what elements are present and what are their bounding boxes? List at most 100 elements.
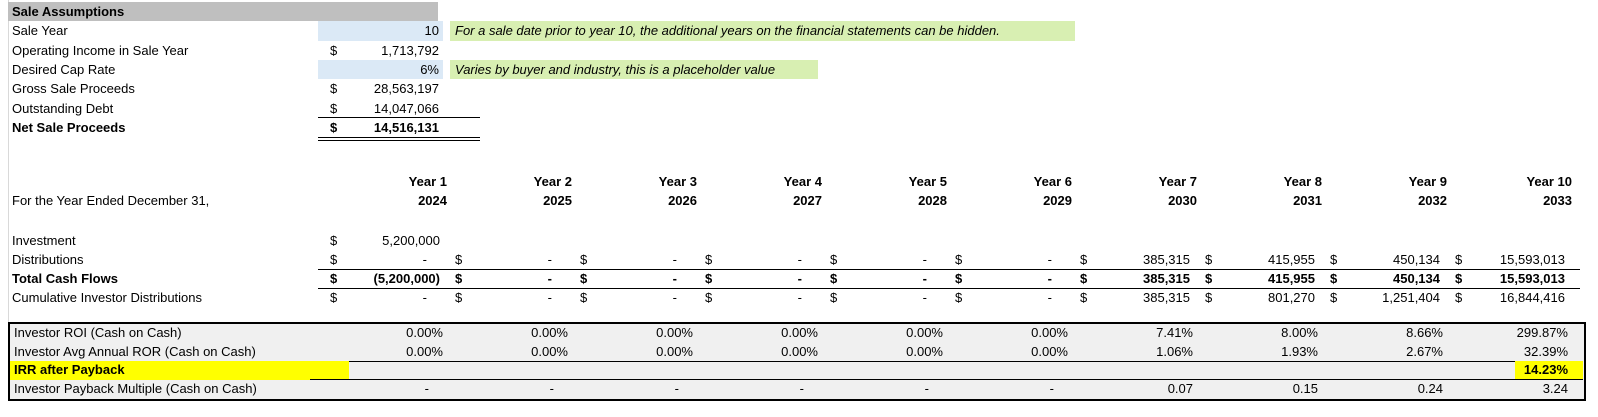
year-header[interactable]: Year 8 (1283, 174, 1322, 189)
year-header[interactable]: Year 7 (1158, 174, 1197, 189)
year-header[interactable]: Year 3 (658, 174, 697, 189)
cashflow-cell[interactable]: $415,955 (1193, 250, 1318, 269)
note-cell[interactable]: For a sale date prior to year 10, the ad… (450, 21, 1075, 41)
cashflow-cell[interactable]: $ - (818, 288, 943, 307)
returns-cell[interactable]: 0.00% (656, 343, 693, 359)
returns-cell[interactable]: 0.00% (531, 343, 568, 359)
returns-cell[interactable]: 0.00% (781, 325, 818, 340)
year-number[interactable]: 2032 (1418, 193, 1447, 208)
returns-cell[interactable]: 8.00% (1281, 325, 1318, 340)
returns-cell[interactable]: 8.66% (1406, 325, 1443, 340)
assumption-value-cell[interactable]: $14,516,131 (318, 118, 443, 137)
year-number[interactable]: 2029 (1043, 193, 1072, 208)
assumption-value-cell[interactable]: $1,713,792 (318, 41, 443, 60)
assumption-row-label[interactable]: Desired Cap Rate (12, 61, 116, 77)
cashflow-cell[interactable]: $ - (443, 250, 568, 269)
cashflow-cell[interactable]: $ - (443, 269, 568, 288)
year-header[interactable]: Year 10 (1526, 174, 1572, 189)
cashflow-cell[interactable]: $15,593,013 (1443, 250, 1568, 269)
assumption-value-cell[interactable]: 6% (318, 59, 443, 80)
cashflow-cell[interactable]: $385,315 (1068, 288, 1193, 307)
cashflow-cell[interactable]: $ - (818, 250, 943, 269)
year-header[interactable]: Year 5 (908, 174, 947, 189)
cashflow-row-label[interactable]: Cumulative Investor Distributions (12, 290, 203, 306)
returns-cell[interactable]: - (1049, 380, 1054, 396)
returns-cell[interactable]: 0.00% (406, 343, 443, 359)
cashflow-cell[interactable]: $ - (693, 269, 818, 288)
cashflow-cell[interactable]: $415,955 (1193, 269, 1318, 288)
cashflow-cell[interactable]: $ - (568, 269, 693, 288)
year-header[interactable]: Year 4 (783, 174, 822, 189)
cashflow-cell[interactable]: $ - (443, 288, 568, 307)
year-header[interactable]: Year 6 (1033, 174, 1072, 189)
returns-cell[interactable]: 0.00% (406, 325, 443, 340)
cashflow-row-label[interactable]: Distributions (12, 251, 84, 267)
returns-cell[interactable]: 0.00% (906, 325, 943, 340)
returns-cell[interactable]: 0.15 (1292, 380, 1318, 396)
returns-cell[interactable]: 0.00% (656, 325, 693, 340)
returns-cell[interactable]: - (424, 380, 429, 396)
returns-cell[interactable]: 14.23% (1523, 362, 1568, 377)
cashflow-cell[interactable]: $ - (943, 288, 1068, 307)
cashflow-cell[interactable]: $5,200,000 (318, 231, 443, 250)
note-cell[interactable]: Varies by buyer and industry, this is a … (450, 59, 818, 80)
returns-cell[interactable]: 0.00% (1031, 343, 1068, 359)
returns-cell[interactable]: 1.06% (1156, 343, 1193, 359)
cashflow-cell[interactable]: $385,315 (1068, 250, 1193, 269)
returns-cell[interactable]: 0.00% (781, 343, 818, 359)
year-header[interactable]: Year 2 (533, 174, 572, 189)
cashflow-cell[interactable]: $ - (568, 250, 693, 269)
cashflow-cell[interactable]: $1,251,404 (1318, 288, 1443, 307)
year-number[interactable]: 2027 (793, 193, 822, 208)
assumption-row-label[interactable]: Operating Income in Sale Year (12, 42, 189, 58)
cashflow-cell[interactable]: $ - (568, 288, 693, 307)
cashflow-cell[interactable]: $ (5,200,000) (318, 269, 443, 288)
assumption-row-label[interactable]: Net Sale Proceeds (12, 119, 126, 135)
cashflow-cell[interactable]: $ - (318, 250, 443, 269)
year-number[interactable]: 2033 (1543, 193, 1572, 208)
returns-cell[interactable]: 7.41% (1156, 325, 1193, 340)
returns-cell[interactable]: 0.07 (1167, 380, 1193, 396)
returns-cell[interactable]: 32.39% (1523, 343, 1568, 359)
assumption-value-cell[interactable]: 10 (318, 21, 443, 41)
cashflow-row-label[interactable]: Total Cash Flows (12, 271, 118, 287)
assumption-row-label[interactable]: Gross Sale Proceeds (12, 81, 135, 97)
assumption-value-cell[interactable]: $14,047,066 (318, 99, 443, 118)
cashflow-cell[interactable]: $ - (943, 269, 1068, 288)
returns-row-label[interactable]: Investor Avg Annual ROR (Cash on Cash) (14, 343, 256, 359)
returns-row-label[interactable]: IRR after Payback (14, 362, 125, 377)
year-header[interactable]: Year 1 (408, 174, 447, 189)
cashflow-cell[interactable]: $ - (818, 269, 943, 288)
cashflow-cell[interactable]: $16,844,416 (1443, 288, 1568, 307)
cashflow-cell[interactable]: $ - (693, 288, 818, 307)
year-number[interactable]: 2026 (668, 193, 697, 208)
returns-cell[interactable]: 299.87% (1516, 325, 1568, 340)
returns-cell[interactable]: - (674, 380, 679, 396)
cashflow-row-label[interactable]: Investment (12, 232, 76, 248)
year-number[interactable]: 2025 (543, 193, 572, 208)
returns-cell[interactable]: 0.00% (906, 343, 943, 359)
returns-cell[interactable]: 0.00% (1031, 325, 1068, 340)
cashflow-cell[interactable]: $ - (943, 250, 1068, 269)
returns-row-label[interactable]: Investor ROI (Cash on Cash) (14, 325, 182, 340)
year-number[interactable]: 2024 (418, 193, 447, 208)
cashflow-cell[interactable]: $ - (318, 288, 443, 307)
returns-cell[interactable]: - (799, 380, 804, 396)
year-number[interactable]: 2030 (1168, 193, 1197, 208)
returns-cell[interactable]: 3.24 (1542, 380, 1568, 396)
returns-cell[interactable]: - (549, 380, 554, 396)
year-number[interactable]: 2028 (918, 193, 947, 208)
returns-cell[interactable]: 2.67% (1406, 343, 1443, 359)
returns-row-label[interactable]: Investor Payback Multiple (Cash on Cash) (14, 380, 257, 396)
cashflow-cell[interactable]: $801,270 (1193, 288, 1318, 307)
cashflow-cell[interactable]: $385,315 (1068, 269, 1193, 288)
cashflow-cell[interactable]: $450,134 (1318, 250, 1443, 269)
assumption-row-label[interactable]: Outstanding Debt (12, 100, 114, 116)
assumption-row-label[interactable]: Sale Year (12, 23, 68, 39)
returns-cell[interactable]: 1.93% (1281, 343, 1318, 359)
assumption-value-cell[interactable]: $28,563,197 (318, 79, 443, 98)
cashflow-cell[interactable]: $15,593,013 (1443, 269, 1568, 288)
cashflow-cell[interactable]: $ - (693, 250, 818, 269)
year-header[interactable]: Year 9 (1408, 174, 1447, 189)
returns-cell[interactable]: - (924, 380, 929, 396)
